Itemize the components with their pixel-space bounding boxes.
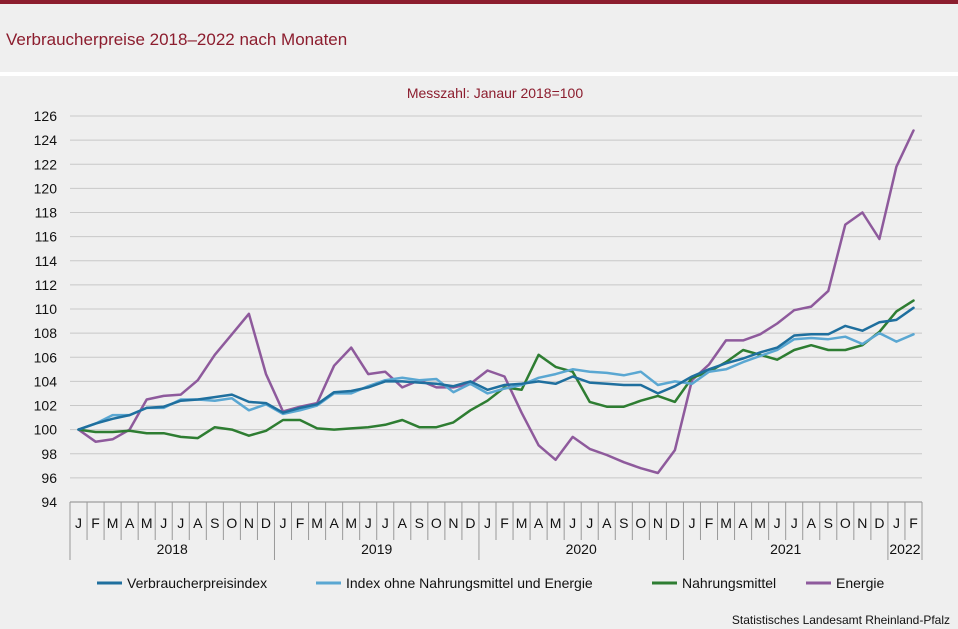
- y-tick-label: 126: [34, 108, 58, 124]
- legend-label-2: Nahrungsmittel: [682, 575, 776, 591]
- x-tick-label: O: [431, 515, 442, 531]
- x-tick-label: A: [807, 515, 817, 531]
- x-tick-label: A: [329, 515, 339, 531]
- x-tick-label: J: [280, 515, 287, 531]
- x-tick-label: F: [909, 515, 918, 531]
- x-tick-label: J: [791, 515, 798, 531]
- x-tick-label: A: [534, 515, 544, 531]
- x-tick-label: M: [720, 515, 732, 531]
- x-tick-label: A: [602, 515, 612, 531]
- year-label: 2020: [566, 541, 597, 557]
- series-line-2: [77, 299, 915, 440]
- y-tick-label: 114: [35, 253, 58, 269]
- series-line-3: [77, 129, 915, 475]
- title-area: Verbraucherpreise 2018–2022 nach Monaten: [0, 4, 958, 72]
- x-tick-label: F: [705, 515, 714, 531]
- x-tick-label: M: [107, 515, 119, 531]
- top-accent-bar: [0, 0, 958, 4]
- x-tick-label: N: [244, 515, 254, 531]
- year-label: 2019: [361, 541, 392, 557]
- chart-subtitle: Messzahl: Janaur 2018=100: [407, 85, 583, 101]
- series-line-0: [77, 306, 915, 431]
- x-tick-label: A: [125, 515, 135, 531]
- y-tick-label: 96: [41, 470, 57, 486]
- x-tick-label: M: [516, 515, 528, 531]
- x-tick-label: J: [160, 515, 167, 531]
- y-tick-label: 120: [34, 180, 58, 196]
- series-lines: [77, 129, 915, 475]
- x-tick-label: O: [635, 515, 646, 531]
- x-tick-label: M: [311, 515, 323, 531]
- year-label: 2021: [770, 541, 801, 557]
- y-tick-label: 122: [34, 156, 58, 172]
- x-tick-label: S: [824, 515, 833, 531]
- x-tick-label: N: [857, 515, 867, 531]
- x-tick-label: M: [141, 515, 153, 531]
- year-label: 2022: [889, 541, 920, 557]
- y-tick-label: 118: [35, 205, 58, 221]
- x-tick-label: M: [550, 515, 562, 531]
- x-tick-label: J: [382, 515, 389, 531]
- year-label: 2018: [157, 541, 188, 557]
- legend-label-3: Energie: [836, 575, 884, 591]
- x-tick-label: J: [774, 515, 781, 531]
- x-tick-label: A: [398, 515, 408, 531]
- x-tick-label: J: [177, 515, 184, 531]
- x-tick-label: O: [226, 515, 237, 531]
- y-tick-label: 94: [41, 494, 57, 510]
- y-tick-label: 104: [34, 373, 58, 389]
- x-tick-label: F: [500, 515, 509, 531]
- x-tick-label: J: [569, 515, 576, 531]
- x-tick-label: D: [670, 515, 680, 531]
- x-tick-label: J: [484, 515, 491, 531]
- y-tick-label: 102: [34, 398, 58, 414]
- y-tick-label: 106: [34, 349, 58, 365]
- y-tick-label: 108: [34, 325, 58, 341]
- y-axis: 94 96 98 100 102 104 106 108 110 112 114 116 118 120 1…: [34, 108, 58, 510]
- legend: Verbraucherpreisindex Index ohne Nahrungs…: [97, 575, 884, 591]
- x-tick-label: N: [653, 515, 663, 531]
- x-tick-label: J: [688, 515, 695, 531]
- x-tick-label: D: [874, 515, 884, 531]
- x-tick-label: J: [893, 515, 900, 531]
- x-tick-label: J: [586, 515, 593, 531]
- x-tick-label: S: [415, 515, 424, 531]
- source-note: Statistisches Landesamt Rheinland-Pfalz: [732, 613, 950, 627]
- x-tick-label: D: [465, 515, 475, 531]
- x-tick-label: A: [738, 515, 748, 531]
- x-tick-label: J: [75, 515, 82, 531]
- x-tick-label: F: [91, 515, 100, 531]
- x-tick-label: J: [365, 515, 372, 531]
- x-tick-label: M: [345, 515, 357, 531]
- y-tick-label: 98: [41, 446, 57, 462]
- x-tick-label: M: [754, 515, 766, 531]
- x-tick-label: O: [840, 515, 851, 531]
- y-tick-label: 112: [35, 277, 58, 293]
- x-tick-label: A: [193, 515, 203, 531]
- x-tick-label: S: [210, 515, 219, 531]
- y-tick-label: 124: [34, 132, 58, 148]
- y-tick-label: 100: [34, 422, 58, 438]
- legend-label-0: Verbraucherpreisindex: [127, 575, 267, 591]
- x-tick-label: F: [296, 515, 305, 531]
- chart-title: Verbraucherpreise 2018–2022 nach Monaten: [6, 30, 348, 49]
- x-tick-label: N: [448, 515, 458, 531]
- x-tick-label: D: [261, 515, 271, 531]
- x-tick-label: S: [619, 515, 628, 531]
- series-line-1: [77, 331, 915, 431]
- legend-label-1: Index ohne Nahrungsmittel und Energie: [346, 575, 593, 591]
- y-tick-label: 110: [35, 301, 58, 317]
- y-tick-label: 116: [35, 229, 58, 245]
